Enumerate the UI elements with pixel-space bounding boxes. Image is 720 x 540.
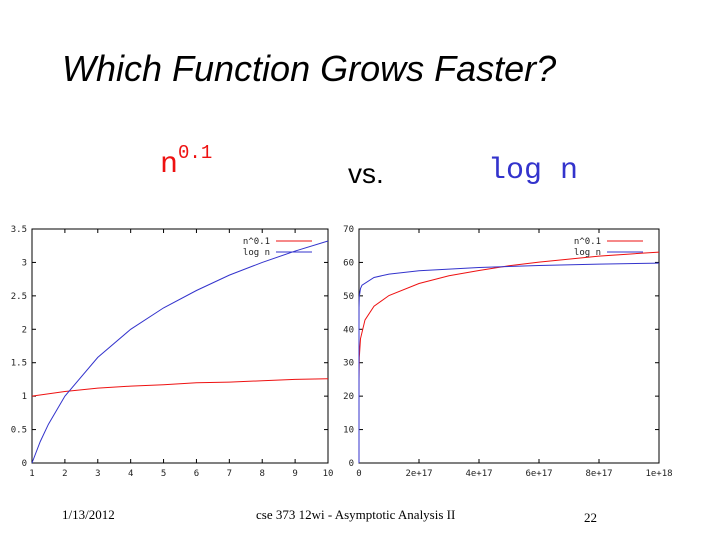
x-tick-label: 4e+17 — [465, 469, 492, 479]
series-line-n-pow-0-1 — [358, 251, 660, 464]
comparison-left-base: n — [160, 148, 179, 182]
y-tick-label: 20 — [343, 392, 354, 402]
footer-course: cse 373 12wi - Asymptotic Analysis II — [256, 507, 456, 522]
x-tick-label: 1 — [29, 469, 34, 479]
footer-page-number: 22 — [584, 510, 597, 525]
y-tick-label: 50 — [343, 292, 354, 302]
comparison-vs-label: vs. — [348, 158, 384, 189]
comparison-left-expression: n0.1 — [160, 142, 212, 182]
x-tick-label: 9 — [292, 469, 297, 479]
y-tick-label: 10 — [343, 426, 354, 436]
y-tick-label: 0 — [349, 459, 354, 469]
legend-label: n^0.1 — [243, 237, 270, 247]
y-tick-label: 2.5 — [11, 292, 27, 302]
y-tick-label: 3 — [22, 258, 27, 268]
x-tick-label: 3 — [95, 469, 100, 479]
slide-title: Which Function Grows Faster? — [62, 48, 557, 89]
x-tick-label: 6e+17 — [525, 469, 552, 479]
x-tick-label: 0 — [356, 469, 361, 479]
x-tick-label: 6 — [194, 469, 199, 479]
series-line-log-n — [31, 240, 329, 464]
y-tick-label: 30 — [343, 359, 354, 369]
y-tick-label: 1 — [22, 392, 27, 402]
x-tick-label: 8e+17 — [585, 469, 612, 479]
y-tick-label: 70 — [343, 225, 354, 235]
x-tick-label: 1e+18 — [645, 469, 672, 479]
footer-date: 1/13/2012 — [62, 507, 115, 522]
x-tick-label: 7 — [227, 469, 232, 479]
chart-large-n: 0 2e+17 4e+17 6e+17 8e+17 1e+18 0 10 20 30 40 50 60 7… — [343, 225, 672, 479]
y-tick-label: 0 — [22, 459, 27, 469]
series-line-log-n — [358, 262, 660, 463]
y-tick-label: 3.5 — [11, 225, 27, 235]
x-tick-label: 8 — [260, 469, 265, 479]
comparison-left-exponent: 0.1 — [178, 142, 213, 164]
legend-label: log n — [243, 248, 270, 258]
plot-frame — [31, 228, 329, 464]
series-line-n-pow-0-1 — [31, 378, 329, 397]
y-tick-label: 60 — [343, 258, 354, 268]
legend-label: n^0.1 — [574, 237, 601, 247]
x-tick-label: 2e+17 — [405, 469, 432, 479]
x-tick-label: 10 — [323, 469, 334, 479]
x-tick-label: 4 — [128, 469, 133, 479]
y-tick-label: 40 — [343, 325, 354, 335]
x-tick-label: 5 — [161, 469, 166, 479]
legend-label: log n — [574, 248, 601, 258]
y-tick-label: 2 — [22, 325, 27, 335]
x-tick-label: 2 — [62, 469, 67, 479]
comparison-right-expression: log n — [488, 154, 579, 188]
y-tick-label: 0.5 — [11, 426, 27, 436]
y-tick-label: 1.5 — [11, 359, 27, 369]
